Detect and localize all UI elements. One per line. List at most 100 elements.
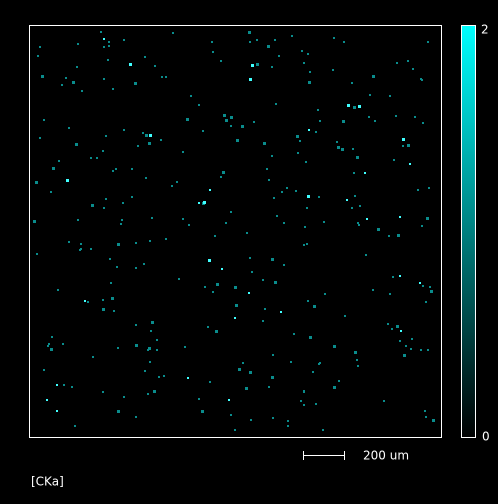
map-pixel [145, 177, 147, 179]
map-pixel [397, 234, 400, 237]
map-pixel [400, 330, 402, 332]
map-pixel [238, 368, 241, 371]
map-pixel [421, 225, 423, 227]
map-pixel [131, 196, 133, 198]
map-pixel [427, 349, 429, 351]
map-pixel [241, 125, 244, 128]
map-pixel [178, 278, 180, 280]
map-pixel [281, 191, 283, 193]
map-pixel [333, 386, 336, 389]
map-pixel [297, 152, 299, 154]
map-pixel [171, 185, 173, 187]
map-pixel [262, 320, 264, 322]
map-pixel [405, 345, 407, 347]
map-pixel [256, 63, 259, 66]
map-pixel [144, 56, 146, 58]
map-pixel [393, 159, 395, 161]
map-pixel [109, 258, 111, 260]
map-pixel [142, 132, 144, 134]
element-label: [CKa] [31, 475, 64, 489]
map-pixel [36, 253, 38, 255]
map-pixel [290, 361, 292, 363]
map-pixel [388, 235, 390, 237]
map-pixel [58, 160, 60, 162]
map-pixel [347, 104, 350, 107]
map-pixel [52, 167, 55, 170]
map-pixel [147, 393, 149, 395]
map-pixel [419, 282, 421, 284]
map-pixel [342, 120, 345, 123]
map-pixel [245, 387, 248, 390]
map-pixel [317, 109, 319, 111]
map-pixel [387, 323, 389, 325]
map-pixel [79, 249, 81, 251]
map-pixel [353, 172, 355, 174]
map-pixel [62, 343, 64, 345]
map-pixel [251, 271, 253, 273]
map-pixel [389, 293, 391, 295]
map-pixel [209, 189, 211, 191]
map-pixel [291, 35, 293, 37]
map-pixel [230, 414, 232, 416]
map-pixel [135, 344, 138, 347]
map-pixel [301, 50, 303, 52]
map-pixel [249, 41, 251, 43]
map-pixel [41, 75, 44, 78]
map-pixel [102, 150, 104, 152]
map-pixel [204, 286, 206, 288]
map-pixel [61, 84, 63, 86]
map-pixel [293, 333, 295, 335]
map-pixel [190, 95, 192, 97]
map-pixel [276, 215, 278, 217]
map-pixel [299, 140, 301, 142]
map-pixel [198, 202, 200, 204]
map-pixel [68, 241, 70, 243]
map-pixel [383, 400, 385, 402]
map-pixel [372, 289, 374, 291]
map-pixel [344, 315, 346, 317]
map-pixel [358, 105, 361, 108]
map-pixel [158, 376, 160, 378]
map-pixel [68, 127, 70, 129]
map-pixel [220, 60, 222, 62]
map-pixel [160, 139, 162, 141]
map-pixel [75, 143, 78, 146]
map-pixel [214, 235, 216, 237]
map-pixel [116, 266, 118, 268]
map-pixel [407, 60, 409, 62]
map-pixel [249, 371, 252, 374]
map-pixel [129, 63, 132, 66]
map-pixel [165, 238, 167, 240]
map-pixel [50, 348, 53, 351]
map-pixel [230, 125, 232, 127]
map-pixel [246, 232, 248, 234]
map-pixel [364, 172, 366, 174]
map-pixel [91, 204, 94, 207]
map-pixel [414, 116, 416, 118]
map-pixel [121, 219, 123, 221]
map-pixel [103, 38, 105, 40]
map-pixel [215, 330, 218, 333]
map-pixel [368, 116, 370, 118]
map-pixel [77, 43, 79, 45]
map-pixel [110, 282, 112, 284]
map-pixel [402, 145, 404, 147]
map-pixel [287, 425, 289, 427]
map-pixel [332, 69, 334, 71]
map-pixel [80, 243, 82, 245]
map-pixel [306, 207, 308, 209]
map-pixel [96, 157, 98, 159]
map-pixel [103, 207, 105, 209]
map-pixel [262, 279, 264, 281]
map-pixel [57, 289, 59, 291]
map-pixel [351, 82, 353, 84]
map-pixel [346, 199, 348, 201]
map-pixel [208, 259, 211, 262]
map-pixel [108, 41, 110, 43]
map-pixel [312, 371, 314, 373]
map-pixel [313, 305, 316, 308]
map-pixel [84, 300, 86, 302]
map-pixel [307, 300, 309, 302]
map-pixel [221, 268, 223, 270]
map-pixel [253, 121, 255, 123]
